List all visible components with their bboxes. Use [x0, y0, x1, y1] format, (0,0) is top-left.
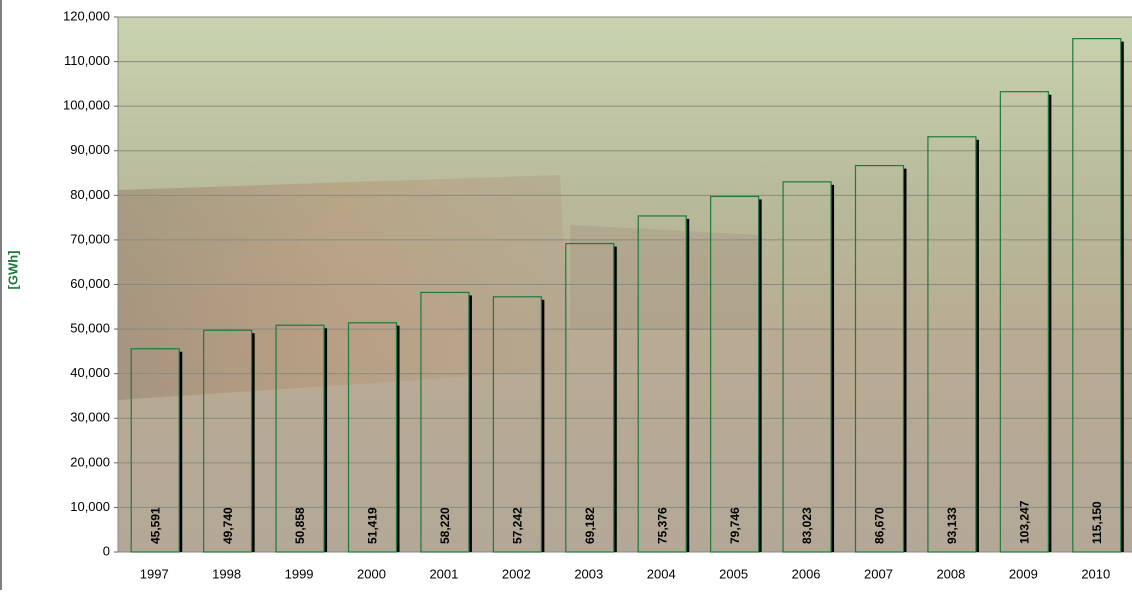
y-tick-label: 60,000 [70, 276, 110, 291]
bar-shadow [541, 299, 545, 552]
bar-shadow [324, 328, 328, 552]
y-tick-label: 50,000 [70, 321, 110, 336]
x-tick-label: 2008 [936, 566, 965, 581]
y-tick-label: 30,000 [70, 410, 110, 425]
bar-shadow [396, 325, 400, 552]
bar [275, 324, 325, 553]
bar-shadow [468, 295, 472, 552]
x-tick-label: 2002 [502, 566, 531, 581]
value-label: 58,220 [438, 507, 452, 544]
bar-shadow [758, 199, 762, 552]
bar-shadow [179, 351, 183, 552]
value-label: 57,242 [511, 507, 525, 544]
value-label: 83,023 [800, 507, 814, 544]
y-tick-label: 110,000 [64, 53, 110, 68]
x-tick-label: 2004 [647, 566, 676, 581]
y-axis-title: [GWh] [5, 251, 20, 290]
x-tick-label: 1998 [212, 566, 241, 581]
bar-shadow [975, 139, 979, 552]
y-tick-label: 0 [103, 543, 110, 558]
value-label: 75,376 [655, 507, 669, 544]
bar [854, 164, 905, 553]
bar-shadow [686, 218, 690, 552]
value-label: 51,419 [366, 507, 380, 544]
x-tick-label: 2006 [792, 566, 821, 581]
x-tick-label: 2009 [1009, 566, 1038, 581]
x-tick-label: 2007 [864, 566, 893, 581]
bar [492, 296, 542, 553]
value-label: 79,746 [728, 507, 742, 544]
bar [565, 242, 615, 553]
y-tick-label: 40,000 [70, 365, 110, 380]
y-tick-label: 100,000 [63, 98, 110, 113]
value-label: 45,591 [148, 507, 162, 544]
bar-shadow [1048, 94, 1052, 552]
y-tick-label: 70,000 [70, 231, 110, 246]
bar [347, 322, 398, 553]
bar [1072, 38, 1122, 553]
bar-shadow [613, 246, 617, 552]
x-tick-label: 2005 [719, 566, 748, 581]
value-label: 86,670 [873, 507, 887, 544]
value-label: 49,740 [221, 507, 235, 544]
background-logs [118, 175, 570, 400]
bar [420, 291, 470, 553]
bar-shadow [831, 184, 835, 553]
bar [710, 195, 760, 553]
bar [203, 329, 253, 553]
value-label: 93,133 [945, 507, 959, 544]
x-tick-label: 2003 [574, 566, 603, 581]
y-tick-label: 90,000 [70, 142, 110, 157]
bar [637, 215, 687, 553]
x-tick-label: 2010 [1081, 566, 1110, 581]
value-label: 103,247 [1018, 500, 1032, 544]
value-label: 115,150 [1090, 501, 1104, 544]
y-tick-label: 120,000 [63, 8, 110, 23]
value-label: 69,182 [583, 507, 597, 544]
bar-shadow [903, 168, 907, 552]
bar [999, 91, 1049, 553]
bar-shadow [1120, 41, 1124, 552]
y-tick-label: 10,000 [70, 499, 110, 514]
x-tick-label: 2000 [357, 566, 386, 581]
x-tick-label: 1997 [140, 566, 169, 581]
bar [927, 136, 977, 553]
background-logs [570, 225, 760, 330]
bar [782, 181, 832, 553]
bar-shadow [251, 333, 255, 552]
x-tick-label: 1999 [285, 566, 314, 581]
x-tick-label: 2001 [429, 566, 458, 581]
bar [130, 348, 180, 553]
y-tick-label: 20,000 [70, 454, 110, 469]
value-label: 50,858 [293, 507, 307, 544]
y-tick-label: 80,000 [70, 187, 110, 202]
